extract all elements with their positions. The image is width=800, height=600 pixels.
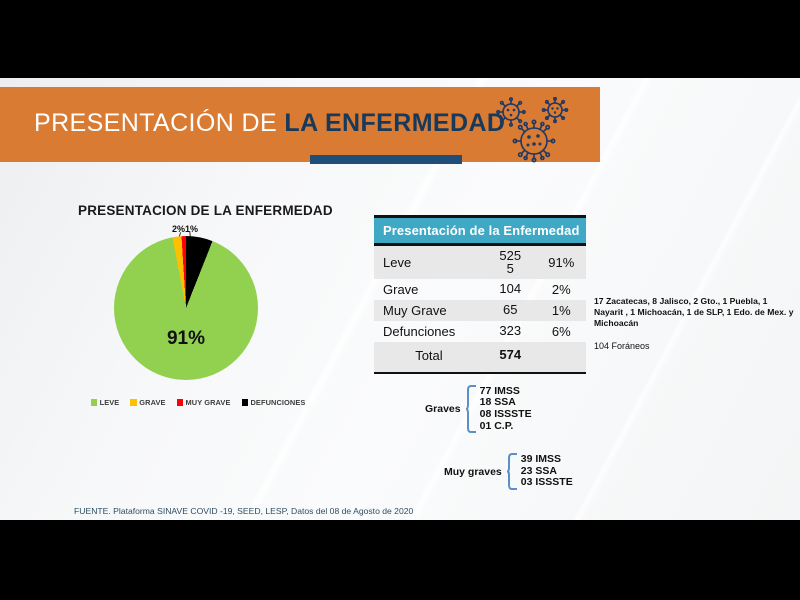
breakdown-item: 01 C.P. [479, 419, 514, 432]
cell-label-muy-grave: Muy Grave [374, 299, 484, 321]
chart-title: PRESENTACION DE LA ENFERMEDAD [78, 203, 333, 218]
letterbox-bottom [0, 520, 800, 600]
cell-pct-total [536, 341, 586, 372]
cell-count-total: 574 [483, 341, 537, 372]
cell-count-leve-line: 525 [499, 247, 522, 263]
legend-item-muy-grave: MUY GRAVE [176, 398, 231, 407]
cell-count-leve-line: 5 [506, 261, 514, 277]
breakdown-item: 18 SSA [479, 396, 516, 409]
legend-swatch-defunciones [241, 399, 248, 406]
brace-icon [465, 385, 476, 433]
table-top-rule [374, 215, 586, 218]
presentation-slide: PRESENTACIÓN DE LA ENFERMEDAD [0, 78, 800, 520]
slide-header-band: PRESENTACIÓN DE LA ENFERMEDAD [0, 87, 600, 163]
legend-item-grave: GRAVE [130, 398, 165, 407]
presentation-table: Presentación de la Enfermedad Leve 525 5 … [374, 215, 586, 375]
table-row: Grave 104 2% [374, 279, 586, 300]
legend-label-defunciones: DEFUNCIONES [250, 398, 306, 407]
slide-title-light: PRESENTACIÓN DE [34, 109, 285, 137]
legend-swatch-muy-grave [176, 399, 184, 406]
cell-label-total: Total [374, 341, 484, 372]
cell-label-grave: Grave [383, 281, 419, 297]
cell-count-muy-grave: 65 [483, 299, 537, 321]
table-total-row: Total 574 [374, 341, 586, 372]
source-footnote: FUENTE. Plataforma SINAVE COVID -19, SEE… [74, 506, 414, 516]
cell-label-defunciones: Defunciones [383, 323, 456, 339]
breakdown-item: 08 ISSSTE [479, 408, 532, 420]
legend-label-leve: LEVE [99, 398, 120, 407]
cell-pct-defunciones: 6% [551, 323, 571, 339]
letterbox-top [0, 0, 800, 78]
table-row: Muy Grave 65 1% [374, 299, 586, 321]
breakdown-muy-graves: Muy graves 39 IMSS 23 SSA 03 ISSSTE [444, 453, 573, 490]
table-row: Leve 525 5 91% [374, 245, 586, 279]
chart-legend: LEVE GRAVE MUY GRAVE DEFUNCIONES [80, 398, 316, 407]
legend-swatch-grave [130, 399, 137, 406]
note-foraneos: 104 Foráneos [594, 340, 650, 351]
annotations: 17 Zacatecas, 8 Jalisco, 2 Gto., 1 Puebl… [594, 296, 794, 351]
slide-title-bold: LA ENFERMEDAD [284, 109, 506, 137]
pie-chart: 91% [114, 236, 258, 380]
coronavirus-icon [494, 96, 578, 163]
cell-count-leve: 525 5 [483, 245, 537, 279]
legend-item-leve: LEVE [90, 398, 120, 407]
legend-item-defunciones: DEFUNCIONES [241, 398, 306, 407]
pie-label-leve: 91% [166, 328, 206, 349]
breakdown-graves: Graves 77 IMSS 18 SSA 08 ISSSTE 01 C.P. [425, 385, 532, 433]
breakdown-item: 23 SSA [520, 464, 557, 477]
title-underline [310, 155, 462, 164]
breakdown-graves-label: Graves [425, 403, 461, 415]
pie-slices [114, 236, 258, 380]
cell-count-defunciones: 323 [499, 323, 522, 339]
table-row: Defunciones 323 6% [374, 321, 586, 342]
pie-outer-data-labels: 2%1% [172, 224, 199, 234]
breakdown-muy-graves-label: Muy graves [444, 465, 502, 478]
table-header-rule [374, 243, 586, 246]
breakdown-item: 77 IMSS [479, 384, 520, 397]
legend-label-muy-grave: MUY GRAVE [185, 398, 231, 407]
legend-swatch-leve [90, 399, 98, 406]
cell-count-grave: 104 [499, 281, 522, 297]
breakdown-item: 03 ISSSTE [520, 476, 573, 489]
slide-title: PRESENTACIÓN DE LA ENFERMEDAD [34, 109, 505, 138]
cell-pct-muy-grave: 1% [536, 299, 586, 321]
brace-icon [506, 453, 517, 490]
table-bottom-rule [374, 371, 586, 375]
cell-label-leve: Leve [374, 245, 484, 279]
breakdown-muy-graves-items: 39 IMSS 23 SSA 03 ISSSTE [520, 453, 573, 489]
legend-label-grave: GRAVE [139, 398, 166, 407]
cell-pct-grave: 2% [551, 281, 571, 297]
table-header: Presentación de la Enfermedad [374, 218, 586, 243]
breakdown-graves-items: 77 IMSS 18 SSA 08 ISSSTE 01 C.P. [479, 384, 532, 432]
cell-pct-leve: 91% [536, 245, 586, 279]
breakdown-item: 39 IMSS [520, 453, 562, 466]
note-states-list: 17 Zacatecas, 8 Jalisco, 2 Gto., 1 Puebl… [594, 296, 794, 329]
